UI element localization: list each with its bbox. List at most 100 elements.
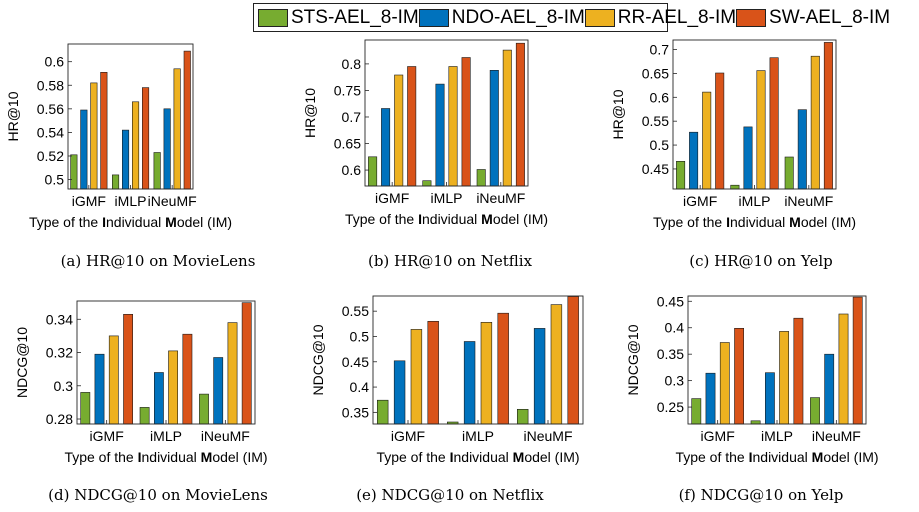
y-tick-label: 0.3 — [54, 378, 74, 394]
bar — [785, 157, 793, 189]
bar — [731, 185, 739, 189]
x-tick-label: iMLP — [115, 193, 147, 209]
subfigure-caption: (c) HR@10 on Yelp — [689, 252, 832, 270]
bar — [81, 110, 88, 189]
subfigure-caption: (d) NDCG@10 on MovieLens — [48, 486, 268, 504]
x-axis-label: Type of the Individual Model (IM) — [376, 449, 579, 465]
bar — [853, 297, 862, 424]
x-tick-label: iMLP — [431, 190, 463, 206]
bar — [142, 88, 149, 189]
bar — [428, 321, 439, 424]
x-tick-label: iMLP — [462, 428, 494, 444]
subfigure-caption: (b) HR@10 on Netflix — [368, 252, 533, 270]
bar — [825, 354, 834, 424]
bar — [381, 109, 389, 187]
y-tick-label: 0.3 — [665, 373, 685, 389]
x-axis-label: Type of the Individual Model (IM) — [29, 214, 232, 230]
x-tick-label: iGMF — [701, 428, 735, 444]
y-tick-label: 0.55 — [642, 113, 669, 129]
bar — [477, 170, 485, 187]
bar — [689, 132, 697, 189]
bar — [839, 314, 848, 424]
y-tick-label: 0.7 — [342, 109, 362, 125]
bar — [395, 75, 403, 186]
bar — [169, 351, 178, 424]
bar — [394, 361, 405, 424]
y-tick-label: 0.35 — [657, 346, 684, 362]
y-tick-label: 0.58 — [37, 77, 64, 93]
y-tick-label: 0.55 — [342, 303, 369, 319]
bar — [720, 343, 729, 425]
bar — [706, 373, 715, 424]
bar — [184, 51, 191, 189]
y-tick-label: 0.8 — [342, 56, 362, 72]
bar — [703, 92, 711, 189]
bar — [71, 155, 78, 189]
bar — [377, 400, 388, 424]
bar — [122, 130, 129, 189]
y-tick-label: 0.32 — [46, 345, 73, 361]
x-axis-label: Type of the Individual Model (IM) — [675, 449, 878, 465]
bar — [214, 358, 223, 425]
bar — [436, 84, 444, 186]
x-tick-label: iMLP — [739, 193, 771, 209]
y-axis-label: NDCG@10 — [14, 327, 30, 398]
x-tick-label: iGMF — [72, 193, 106, 209]
bar — [824, 42, 832, 189]
bar — [462, 58, 470, 187]
bar — [154, 153, 161, 190]
y-tick-label: 0.35 — [342, 404, 369, 420]
bar — [242, 303, 251, 424]
bar — [101, 72, 108, 189]
x-axis-label: Type of the Individual Model (IM) — [64, 449, 267, 465]
bar — [109, 336, 118, 424]
bar — [692, 399, 701, 424]
bar — [735, 328, 744, 424]
bar — [423, 181, 431, 186]
bar — [464, 342, 475, 425]
bar — [81, 392, 90, 424]
chart-5: iGMF iMLP iNeuMF 0.35 0.4 0.45 0.5 0.55 NDCG@10 T… — [310, 296, 583, 504]
bar — [517, 409, 528, 424]
bar — [798, 110, 806, 189]
bar — [716, 73, 724, 189]
y-tick-label: 0.25 — [657, 399, 684, 415]
y-axis-label: NDCG@10 — [310, 324, 326, 395]
x-axis-label: Type of the Individual Model (IM) — [653, 214, 856, 230]
chart-3: iGMF iMLP iNeuMF 0.45 0.5 0.55 0.6 0.65 0.7 HR@10… — [610, 40, 856, 270]
bar — [132, 102, 139, 189]
bar — [183, 334, 192, 424]
y-axis-label: NDCG@10 — [625, 324, 641, 395]
bar — [744, 127, 752, 189]
bar — [751, 421, 760, 424]
y-tick-label: 0.45 — [642, 161, 669, 177]
y-tick-label: 0.34 — [46, 311, 73, 327]
bar — [811, 56, 819, 189]
bar — [676, 161, 684, 189]
y-tick-label: 0.5 — [650, 137, 670, 153]
y-tick-label: 0.6 — [342, 162, 362, 178]
bar — [199, 394, 208, 424]
bar — [551, 305, 562, 424]
y-tick-label: 0.45 — [342, 354, 369, 370]
y-tick-label: 0.5 — [45, 172, 65, 188]
bar — [490, 70, 498, 186]
chart-1: iGMF iMLP iNeuMF 0.5 0.52 0.54 0.56 0.58 0.6 HR@1… — [5, 44, 255, 270]
bar — [810, 398, 819, 424]
x-tick-label: iNeuMF — [476, 190, 525, 206]
bar — [780, 331, 789, 424]
bar — [481, 322, 492, 424]
y-axis-label: HR@10 — [610, 89, 626, 139]
bar — [794, 318, 803, 424]
bar — [112, 175, 119, 189]
bar — [568, 297, 579, 425]
x-tick-label: iGMF — [90, 428, 124, 444]
bar — [174, 69, 181, 189]
x-axis-label: Type of the Individual Model (IM) — [345, 211, 548, 227]
bar — [154, 373, 163, 425]
x-tick-label: iMLP — [761, 428, 793, 444]
y-tick-label: 0.4 — [350, 379, 370, 395]
y-axis-label: HR@10 — [5, 91, 21, 141]
bar — [770, 58, 778, 189]
y-tick-label: 0.6 — [650, 89, 670, 105]
